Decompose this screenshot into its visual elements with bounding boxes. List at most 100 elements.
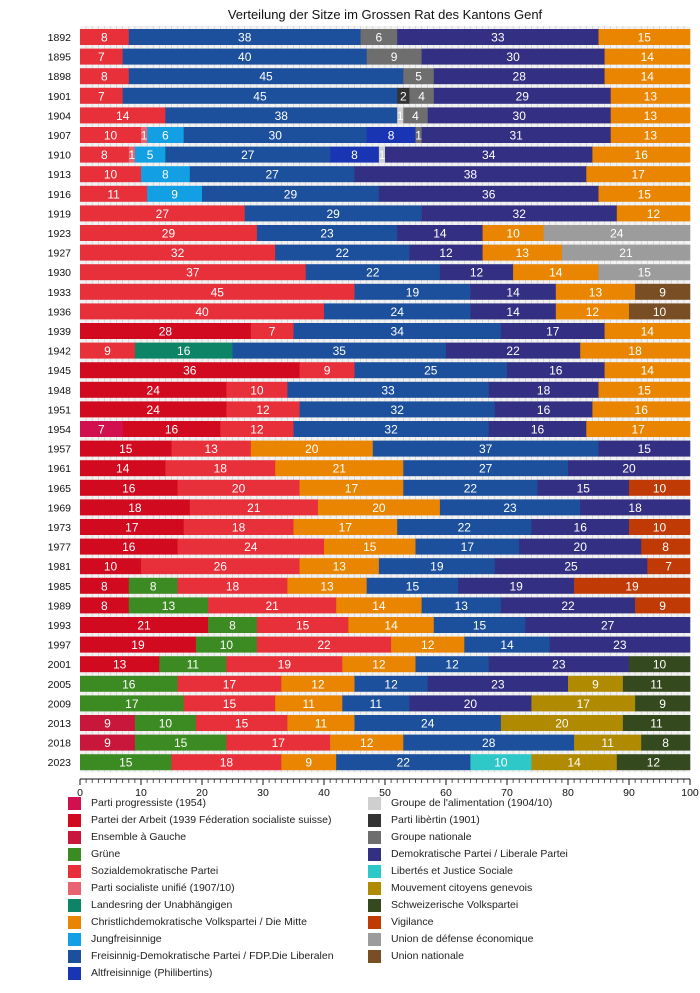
bar-segment-gn — [366, 48, 422, 65]
segment-value-label: 5 — [415, 70, 422, 84]
year-label: 1907 — [48, 130, 72, 142]
bar-segment-fdp — [366, 577, 459, 594]
segment-value-label: 22 — [366, 266, 380, 280]
bar-segment-pda — [80, 617, 209, 633]
segment-value-label: 24 — [421, 717, 435, 731]
segment-value-label: 10 — [653, 521, 667, 535]
segment-value-label: 12 — [311, 677, 325, 691]
bar-segment-lps — [421, 48, 605, 65]
year-label: 1910 — [48, 150, 72, 162]
bar-segment-lps — [500, 323, 605, 339]
bar-segment-sp — [189, 499, 319, 516]
bar-segment-sp — [250, 323, 294, 339]
segment-value-label: 20 — [555, 717, 569, 731]
segment-value-label: 4 — [412, 109, 419, 123]
segment-value-label: 36 — [183, 364, 197, 378]
segment-value-label: 23 — [491, 677, 505, 691]
bar-segment-cvp — [616, 205, 691, 222]
legend-item-cvp: Christlichdemokratische Volkspartei / Di… — [68, 915, 307, 929]
bar-segment-sp — [171, 754, 282, 771]
bar-segment-sp — [80, 264, 306, 281]
bar-segment-vig — [629, 519, 691, 535]
bar-segment-cvp — [391, 636, 465, 653]
year-label: 1923 — [48, 228, 72, 240]
bar-segment-lps — [397, 29, 599, 45]
legend-item-fdp: Freisinnig-Demokratische Partei / FDP.Di… — [68, 949, 334, 963]
segment-value-label: 23 — [552, 658, 566, 672]
bar-segment-mcg — [531, 754, 618, 771]
segment-value-label: 38 — [238, 31, 252, 45]
bar-segment-lps — [507, 362, 605, 379]
bar-segment-fdp — [336, 754, 471, 771]
bar-segment-cvp — [482, 244, 563, 261]
bar-segment-lps — [427, 107, 611, 124]
year-label: 1895 — [48, 52, 72, 64]
segment-value-label: 24 — [147, 403, 161, 417]
legend-item-lib1: Parti libèrtin (1901) — [368, 813, 480, 827]
legend-swatch — [368, 796, 381, 810]
bar-segment-lps — [439, 264, 514, 281]
year-label: 1981 — [48, 561, 72, 573]
bar-segment-mcg — [531, 695, 636, 712]
bar-segment-pda — [80, 519, 184, 535]
year-label: 2013 — [48, 718, 72, 730]
bar-segment-fdp — [354, 675, 428, 692]
bar-segment-fdp — [256, 225, 398, 241]
bar-segment-ali — [378, 146, 386, 163]
year-label: 1945 — [48, 365, 72, 377]
bar-segment-sp — [80, 303, 325, 320]
year-label: 1997 — [48, 640, 72, 652]
segment-value-label: 20 — [464, 697, 478, 711]
legend-swatch — [68, 881, 81, 895]
bar-segment-lps — [568, 460, 691, 477]
segment-value-label: 27 — [265, 168, 279, 182]
bar-segment-gps — [134, 734, 227, 751]
segment-value-label: 22 — [506, 344, 520, 358]
bar-segment-lps — [549, 636, 691, 653]
bar-segment-lps — [488, 421, 587, 437]
segment-value-label: 9 — [659, 285, 666, 299]
legend-label: Vigilance — [391, 916, 434, 928]
segment-value-label: 10 — [220, 638, 234, 652]
bar-segment-fdp — [183, 127, 367, 143]
bar-segment-fdp — [464, 636, 550, 653]
bar-segment-sp — [165, 460, 276, 477]
segment-value-label: 22 — [458, 521, 472, 535]
bar-segment-un — [635, 283, 691, 300]
bar-segment-fdp — [189, 166, 355, 183]
segment-value-label: 14 — [641, 50, 655, 64]
bar-segment-cvp — [299, 558, 380, 575]
segment-value-label: 12 — [439, 246, 453, 260]
legend-item-ali: Groupe de l'alimentation (1904/10) — [368, 796, 552, 810]
bar-segment-fdp — [275, 244, 410, 261]
bar-segment-cvp — [513, 264, 599, 281]
bar-segment-lps — [488, 381, 599, 398]
bar-segment-cvp — [275, 695, 343, 712]
legend-swatch — [68, 966, 81, 980]
segment-value-label: 27 — [479, 462, 493, 476]
bar-segment-pda — [80, 401, 227, 418]
segment-value-label: 14 — [567, 756, 581, 770]
bar-segment-fdp — [202, 185, 380, 202]
segment-value-label: 27 — [601, 619, 615, 633]
segment-value-label: 11 — [303, 697, 316, 711]
bar-segment-psu — [128, 146, 136, 163]
segment-value-label: 4 — [418, 89, 425, 103]
bar-segment-sp — [171, 440, 252, 457]
bar-segment-fdp — [165, 146, 331, 163]
year-label: 1948 — [48, 385, 72, 397]
bar-segment-gps — [80, 754, 172, 771]
bar-segment-fdp — [433, 617, 526, 633]
bar-segment-cvp — [598, 381, 691, 398]
bar-segment-psu — [141, 127, 148, 143]
segment-value-label: 18 — [220, 756, 234, 770]
segment-value-label: 27 — [241, 148, 255, 162]
bar-segment-vig — [647, 558, 691, 575]
bar-segment-vig — [629, 479, 691, 496]
segment-value-label: 13 — [644, 129, 658, 143]
segment-value-label: 8 — [662, 540, 669, 554]
legend-label: Christlichdemokratische Volkspartei / Di… — [91, 916, 307, 928]
legend-label: Freisinnig-Demokratische Partei / FDP.Di… — [91, 950, 334, 962]
x-tick-label: 80 — [562, 787, 574, 799]
